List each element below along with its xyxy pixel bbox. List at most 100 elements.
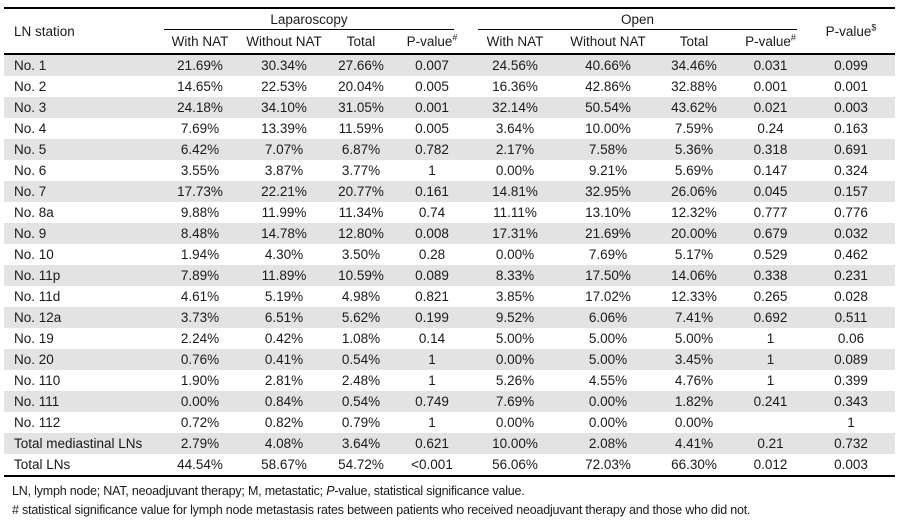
value-cell: 72.03%	[585, 457, 631, 472]
value-cell: 8.48%	[180, 226, 220, 241]
value-cell	[734, 412, 807, 433]
table-row: No. 4 7.69% 13.39% 11.59% 0.005 3.64% 10.00% 7.…	[4, 118, 895, 139]
value-cell: 32.88%	[671, 79, 717, 94]
value-cell: 0.529	[753, 247, 788, 262]
col-header-open-without-nat: Without NAT	[570, 34, 646, 49]
value-cell: 5.62%	[341, 310, 381, 325]
value-cell: 6.42%	[180, 142, 220, 157]
pvalue-overall-label: P-value	[825, 23, 872, 39]
station-cell: No. 10	[14, 247, 54, 262]
value-cell: 7.69%	[180, 121, 220, 136]
value-cell: 0.691	[834, 142, 868, 157]
value-cell: 0.231	[834, 268, 868, 283]
table-row: Total LNs 44.54% 58.67% 54.72% <0.001 56.06% 7…	[4, 454, 895, 476]
station-cell: No. 3	[14, 100, 47, 115]
value-cell: 34.46%	[671, 58, 717, 73]
value-cell: 0.692	[753, 310, 788, 325]
value-cell: 17.50%	[585, 268, 631, 283]
value-cell: 22.53%	[261, 79, 307, 94]
value-cell: 3.55%	[180, 163, 220, 178]
value-cell: 1	[766, 331, 775, 346]
station-cell: No. 8a	[14, 205, 54, 220]
table-row: No. 111 0.00% 0.84% 0.54% 0.749 7.69% 0.00% 1.8…	[4, 391, 896, 412]
value-cell: 14.81%	[492, 184, 538, 199]
value-cell: 31.05%	[338, 100, 384, 115]
value-cell: 0.621	[415, 436, 449, 451]
value-cell: 58.67%	[261, 457, 307, 472]
value-cell: 0.089	[415, 268, 449, 283]
value-cell: 2.79%	[180, 436, 220, 451]
value-cell: 0.00%	[674, 415, 714, 430]
value-cell: 0.21	[757, 436, 784, 451]
table-row: No. 112 0.72% 0.82% 0.79% 1 0.00% 0.00% 0.00% 1	[4, 412, 895, 433]
value-cell: 0.028	[834, 289, 868, 304]
col-header-pvalue-overall: P-value$	[807, 8, 895, 54]
value-cell: 4.30%	[264, 247, 304, 262]
value-cell: 1	[428, 163, 436, 178]
value-cell: 0.001	[415, 100, 449, 115]
value-cell: 11.11%	[493, 205, 537, 220]
value-cell: 24.56%	[492, 58, 538, 73]
table-footnotes: LN, lymph node; NAT, neoadjuvant therapy…	[4, 477, 895, 521]
table-row: No. 11d 4.61% 5.19% 4.98% 0.821 3.85% 17.02% 12…	[4, 286, 895, 307]
col-header-lap-with-nat: With NAT	[171, 34, 229, 49]
value-cell: 5.17%	[674, 247, 714, 262]
footnote-abbreviations: LN, lymph node; NAT, neoadjuvant therapy…	[12, 482, 895, 501]
value-cell: 0.147	[753, 163, 788, 178]
value-cell: 0.00%	[588, 394, 628, 409]
open-pvalue-label: P-value	[745, 34, 791, 49]
value-cell: 7.89%	[180, 268, 220, 283]
group-header-row: LN station Laparoscopy Open P-value$	[4, 8, 895, 39]
table-row: No. 3 24.18% 34.10% 31.05% 0.001 32.14% 50.54%…	[4, 97, 896, 118]
value-cell: 7.59%	[674, 121, 714, 136]
value-cell: 21.69%	[177, 58, 223, 73]
value-cell: 14.78%	[261, 226, 307, 241]
value-cell: 0.157	[834, 184, 868, 199]
value-cell: 4.55%	[588, 373, 628, 388]
col-header-lap-total: Total	[346, 34, 376, 49]
value-cell: 0.003	[834, 100, 868, 115]
value-cell: 1.08%	[341, 331, 381, 346]
value-cell: 0.012	[753, 457, 788, 472]
table-row: No. 1 21.69% 30.34% 27.66% 0.007 24.56% 40.66%…	[4, 54, 896, 76]
value-cell: 0.00%	[180, 394, 220, 409]
table-row: No. 9 8.48% 14.78% 12.80% 0.008 17.31% 21.69% 2…	[4, 223, 896, 244]
value-cell: 0.032	[834, 226, 868, 241]
value-cell: 0.821	[415, 289, 449, 304]
station-cell: No. 2	[14, 79, 47, 94]
value-cell: 3.45%	[674, 352, 714, 367]
value-cell: 0.318	[753, 142, 788, 157]
value-cell: 9.21%	[588, 163, 628, 178]
value-cell: 5.00%	[495, 331, 535, 346]
value-cell: 5.00%	[674, 331, 714, 346]
value-cell: 5.00%	[588, 331, 628, 346]
value-cell: 0.343	[834, 394, 868, 409]
dollar-superscript: $	[871, 22, 877, 32]
value-cell: 30.34%	[261, 58, 307, 73]
table-header: LN station Laparoscopy Open P-value$ Wit…	[4, 8, 896, 54]
value-cell: 1	[428, 415, 436, 430]
table-row: No. 20 0.76% 0.41% 0.54% 1 0.00% 5.00% 3.45% 1 0.…	[4, 349, 896, 370]
value-cell: 0.749	[415, 394, 449, 409]
value-cell: 3.87%	[264, 163, 304, 178]
value-cell: 0.161	[415, 184, 449, 199]
value-cell: 0.003	[834, 457, 868, 472]
value-cell: 0.001	[834, 79, 868, 94]
footnote-abbrev-tail: -value, statistical significance value.	[334, 484, 525, 498]
value-cell: 17.73%	[177, 184, 223, 199]
value-cell: 0.00%	[495, 163, 535, 178]
value-cell: 3.77%	[341, 163, 381, 178]
station-cell: No. 4	[14, 121, 47, 136]
value-cell: 0.462	[834, 247, 868, 262]
value-cell: 3.85%	[495, 289, 535, 304]
value-cell: 9.88%	[180, 205, 220, 220]
station-cell: No. 110	[14, 373, 61, 388]
station-cell: No. 11d	[14, 289, 61, 304]
value-cell: 5.36%	[674, 142, 714, 157]
table-row: No. 11p 7.89% 11.89% 10.59% 0.089 8.33% 17.50%…	[4, 265, 896, 286]
value-cell: 1	[428, 373, 436, 388]
ln-metastasis-table: LN station Laparoscopy Open P-value$ Wit…	[4, 7, 896, 477]
value-cell: 1	[428, 352, 436, 367]
station-cell: No. 19	[14, 331, 54, 346]
value-cell: 4.41%	[674, 436, 714, 451]
